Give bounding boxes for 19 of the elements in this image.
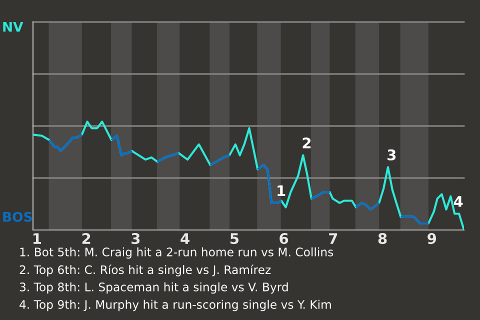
x-tick-label: 4: [180, 233, 190, 244]
text: NV: [3, 22, 24, 32]
x-tick-label: 9: [428, 233, 436, 244]
text: 1. Bot 5th: M. Craig hit a 2-run home run vs M. Collins: [20, 247, 334, 259]
text: 4. Top 9th: J. Murphy hit a run-scoring single vs Y. Kim: [20, 300, 331, 312]
x-tick-label: 1: [34, 233, 42, 244]
text: 3. Top 8th: L. Spaceman hit a single vs V. Byrd: [20, 282, 288, 294]
x-tick-label: 8: [378, 233, 387, 244]
x-tick-label: 3: [132, 233, 140, 244]
text: 2. Top 6th: C. Ríos hit a single vs J. Ramírez: [20, 264, 271, 276]
x-tick-label: 6: [280, 233, 288, 244]
x-tick-label: 2: [82, 233, 90, 244]
annotation: 4: [454, 196, 463, 207]
annotation: 2: [302, 137, 311, 148]
x-tick-label: 7: [329, 233, 338, 244]
annotation: 1: [278, 185, 286, 196]
annotation: 3: [388, 149, 396, 160]
x-tick-label: 5: [230, 233, 238, 244]
text: BOS: [3, 212, 32, 222]
